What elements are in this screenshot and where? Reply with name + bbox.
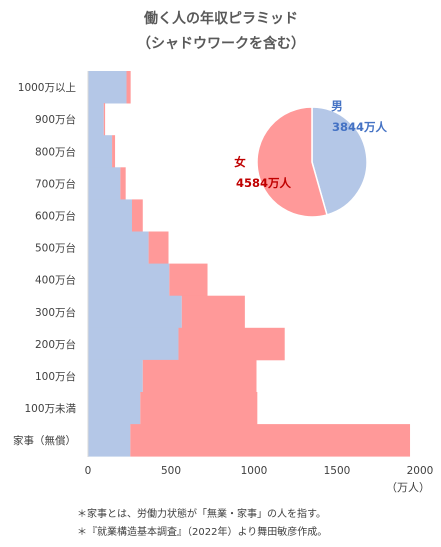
pie-label-female-name: 女 [234, 155, 246, 169]
x-tick-label-1: 500 [161, 465, 181, 477]
bar-female-1 [103, 103, 106, 136]
footnote-1: ＊家事とは、労働力状態が「無業・家事」の人を指す。 [77, 507, 326, 520]
bar-male-9 [88, 359, 143, 393]
category-label-5: 500万台 [35, 242, 76, 255]
bar-female-11 [130, 424, 411, 457]
category-label-9: 100万台 [35, 370, 76, 383]
chart-title: 働く人の年収ピラミッド [143, 10, 298, 27]
category-label-3: 700万台 [35, 177, 76, 190]
bar-male-2 [88, 135, 113, 168]
bar-male-3 [88, 167, 121, 200]
x-tick-label-0: 0 [85, 465, 92, 477]
pie-slice-male [311, 106, 368, 216]
category-labels: 1000万以上 900万台 800万台 700万台 600万台 500万台 400万台 300… [13, 82, 76, 447]
category-label-8: 200万台 [35, 338, 76, 351]
category-label-7: 300万台 [35, 306, 76, 319]
footnote-2: ＊『就業構造基本調査』（2022年）より舞田敏彦作成。 [77, 525, 327, 538]
bar-male-4 [88, 199, 132, 232]
pie-label-male-name: 男 [331, 99, 343, 113]
bar-male-7 [88, 295, 182, 329]
bar-female-7 [181, 295, 245, 329]
bar-male-1 [88, 103, 104, 136]
bar-female-5 [148, 231, 169, 264]
bar-female-3 [120, 167, 126, 200]
category-label-10: 100万未満 [24, 403, 76, 415]
bar-female-2 [112, 135, 116, 168]
chart-subtitle: （シャドウワークを含む） [137, 35, 305, 52]
bar-male-8 [88, 327, 179, 361]
bar-male-5 [88, 231, 149, 264]
category-label-0: 1000万以上 [18, 82, 76, 94]
x-tick-label-3: 1500 [324, 465, 351, 477]
pie-slice-female [256, 106, 328, 218]
bar-female-10 [140, 392, 258, 425]
bar-male-10 [88, 392, 141, 425]
bar-male-11 [88, 424, 131, 457]
category-label-4: 600万台 [35, 209, 76, 222]
bar-group [88, 71, 411, 457]
category-label-6: 400万台 [35, 274, 76, 287]
x-tick-label-2: 1000 [241, 465, 268, 477]
bar-female-4 [131, 199, 143, 232]
bar-female-0 [126, 71, 131, 104]
x-axis-unit: （万人） [386, 481, 430, 494]
category-label-11: 家事（無償） [13, 434, 76, 447]
pie-label-male-value: 3844万人 [332, 120, 388, 134]
category-label-1: 900万台 [35, 113, 76, 126]
bar-female-9 [142, 359, 257, 393]
bar-male-0 [88, 71, 127, 104]
bar-female-8 [178, 327, 285, 361]
bar-female-6 [169, 263, 208, 297]
x-tick-labels: 0 500 1000 1500 2000 [85, 465, 434, 477]
category-label-2: 800万台 [35, 145, 76, 158]
x-tick-label-4: 2000 [407, 465, 434, 477]
bar-male-6 [88, 263, 170, 297]
pie-label-female-value: 4584万人 [236, 176, 292, 190]
